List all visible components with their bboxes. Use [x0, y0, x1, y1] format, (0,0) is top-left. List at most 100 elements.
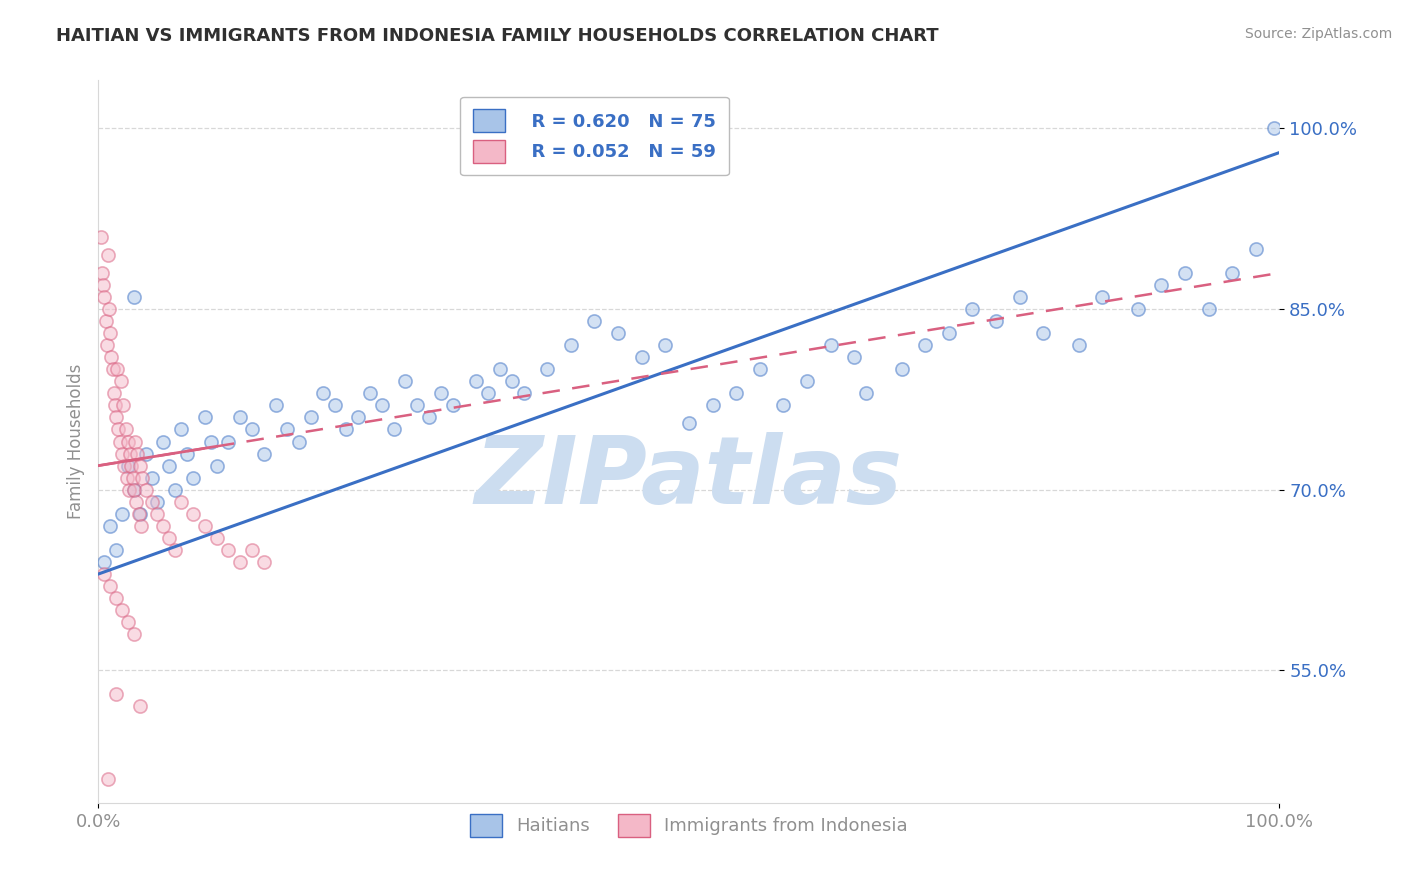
- Point: [157, 531, 180, 545]
- Point: [96, 338, 118, 352]
- Point: [654, 338, 676, 352]
- Point: [560, 338, 582, 352]
- Point: [105, 410, 128, 425]
- Point: [748, 362, 770, 376]
- Text: HAITIAN VS IMMIGRANTS FROM INDONESIA FAMILY HOUSEHOLDS CORRELATION CHART: HAITIAN VS IMMIGRANTS FROM INDONESIA FAM…: [56, 27, 939, 45]
- Point: [194, 410, 217, 425]
- Point: [111, 446, 134, 460]
- Text: ZIPatlas: ZIPatlas: [475, 432, 903, 524]
- Point: [97, 248, 120, 262]
- Point: [359, 386, 381, 401]
- Point: [855, 386, 877, 401]
- Point: [253, 555, 276, 569]
- Point: [141, 494, 163, 508]
- Point: [97, 772, 120, 786]
- Point: [394, 375, 416, 389]
- Point: [288, 434, 311, 449]
- Point: [441, 398, 464, 412]
- Point: [121, 471, 143, 485]
- Point: [299, 410, 322, 425]
- Point: [105, 362, 128, 376]
- Point: [772, 398, 794, 412]
- Point: [93, 567, 115, 582]
- Point: [117, 615, 139, 630]
- Point: [165, 483, 187, 497]
- Point: [607, 326, 630, 341]
- Point: [118, 483, 141, 497]
- Point: [844, 350, 866, 364]
- Point: [100, 350, 122, 364]
- Point: [253, 446, 276, 460]
- Point: [371, 398, 394, 412]
- Point: [103, 386, 125, 401]
- Point: [200, 434, 222, 449]
- Point: [217, 434, 239, 449]
- Point: [1198, 301, 1220, 317]
- Point: [229, 410, 252, 425]
- Point: [181, 507, 204, 521]
- Point: [129, 519, 152, 533]
- Point: [347, 410, 370, 425]
- Point: [105, 687, 128, 701]
- Point: [114, 423, 136, 437]
- Point: [240, 542, 263, 557]
- Point: [1067, 338, 1090, 352]
- Point: [98, 579, 121, 593]
- Point: [820, 338, 842, 352]
- Point: [1150, 277, 1173, 292]
- Point: [1220, 266, 1243, 280]
- Point: [128, 458, 150, 473]
- Point: [1174, 266, 1197, 280]
- Point: [335, 423, 357, 437]
- Point: [536, 362, 558, 376]
- Point: [117, 434, 139, 449]
- Point: [217, 542, 239, 557]
- Point: [465, 375, 488, 389]
- Point: [146, 507, 169, 521]
- Point: [205, 531, 228, 545]
- Point: [157, 458, 180, 473]
- Point: [1263, 121, 1285, 136]
- Point: [122, 290, 145, 304]
- Point: [135, 446, 157, 460]
- Point: [125, 494, 148, 508]
- Legend: Haitians, Immigrants from Indonesia: Haitians, Immigrants from Indonesia: [463, 806, 915, 845]
- Text: Source: ZipAtlas.com: Source: ZipAtlas.com: [1244, 27, 1392, 41]
- Point: [176, 446, 198, 460]
- Point: [1126, 301, 1149, 317]
- Point: [90, 230, 112, 244]
- Point: [98, 519, 121, 533]
- Point: [276, 423, 298, 437]
- Point: [1032, 326, 1054, 341]
- Point: [512, 386, 534, 401]
- Point: [101, 362, 124, 376]
- Point: [477, 386, 499, 401]
- Point: [312, 386, 335, 401]
- Point: [489, 362, 512, 376]
- Point: [122, 627, 145, 641]
- Point: [914, 338, 936, 352]
- Point: [229, 555, 252, 569]
- Point: [128, 699, 150, 714]
- Point: [630, 350, 652, 364]
- Point: [91, 277, 114, 292]
- Point: [406, 398, 429, 412]
- Point: [107, 423, 129, 437]
- Point: [94, 314, 117, 328]
- Point: [128, 507, 150, 521]
- Point: [152, 434, 174, 449]
- Point: [181, 471, 204, 485]
- Point: [104, 398, 127, 412]
- Point: [93, 555, 115, 569]
- Point: [110, 375, 132, 389]
- Point: [1244, 242, 1267, 256]
- Point: [91, 266, 114, 280]
- Point: [938, 326, 960, 341]
- Point: [382, 423, 405, 437]
- Point: [430, 386, 453, 401]
- Point: [146, 494, 169, 508]
- Point: [93, 290, 115, 304]
- Point: [1008, 290, 1031, 304]
- Point: [890, 362, 912, 376]
- Point: [135, 483, 157, 497]
